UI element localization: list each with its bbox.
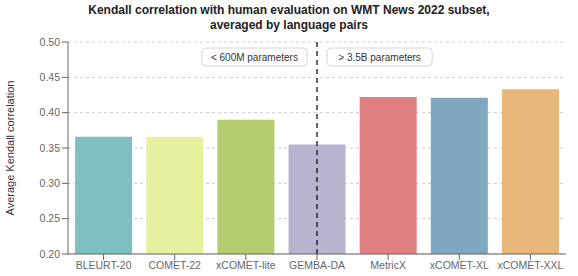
svg-text:Average Kendall correlation: Average Kendall correlation [8, 81, 16, 216]
html-text:Kendall correlation with human: Kendall correlation with human evaluatio… [88, 3, 490, 17]
svg-text:0.30: 0.30 [40, 177, 61, 189]
svg-text:xCOMET-XXL: xCOMET-XXL [497, 259, 563, 271]
svg-text:< 600M parameters: < 600M parameters [211, 52, 298, 63]
svg-text:0.20: 0.20 [40, 248, 61, 260]
svg-text:0.50: 0.50 [40, 36, 61, 48]
svg-text:COMET-22: COMET-22 [148, 259, 201, 271]
svg-text:0.35: 0.35 [40, 142, 61, 154]
svg-text:0.25: 0.25 [40, 212, 61, 224]
html-text:averaged by language pairs: averaged by language pairs [210, 18, 368, 32]
svg-text:xCOMET-lite: xCOMET-lite [216, 259, 276, 271]
svg-text:GEMBA-DA: GEMBA-DA [289, 259, 345, 271]
svg-text:MetricX: MetricX [370, 259, 406, 271]
svg-text:0.40: 0.40 [40, 106, 61, 118]
svg-text:xCOMET-XL: xCOMET-XL [430, 259, 489, 271]
svg-text:0.45: 0.45 [40, 71, 61, 83]
svg-text:BLEURT-20: BLEURT-20 [76, 259, 132, 271]
svg-text:> 3.5B parameters: > 3.5B parameters [338, 52, 421, 63]
